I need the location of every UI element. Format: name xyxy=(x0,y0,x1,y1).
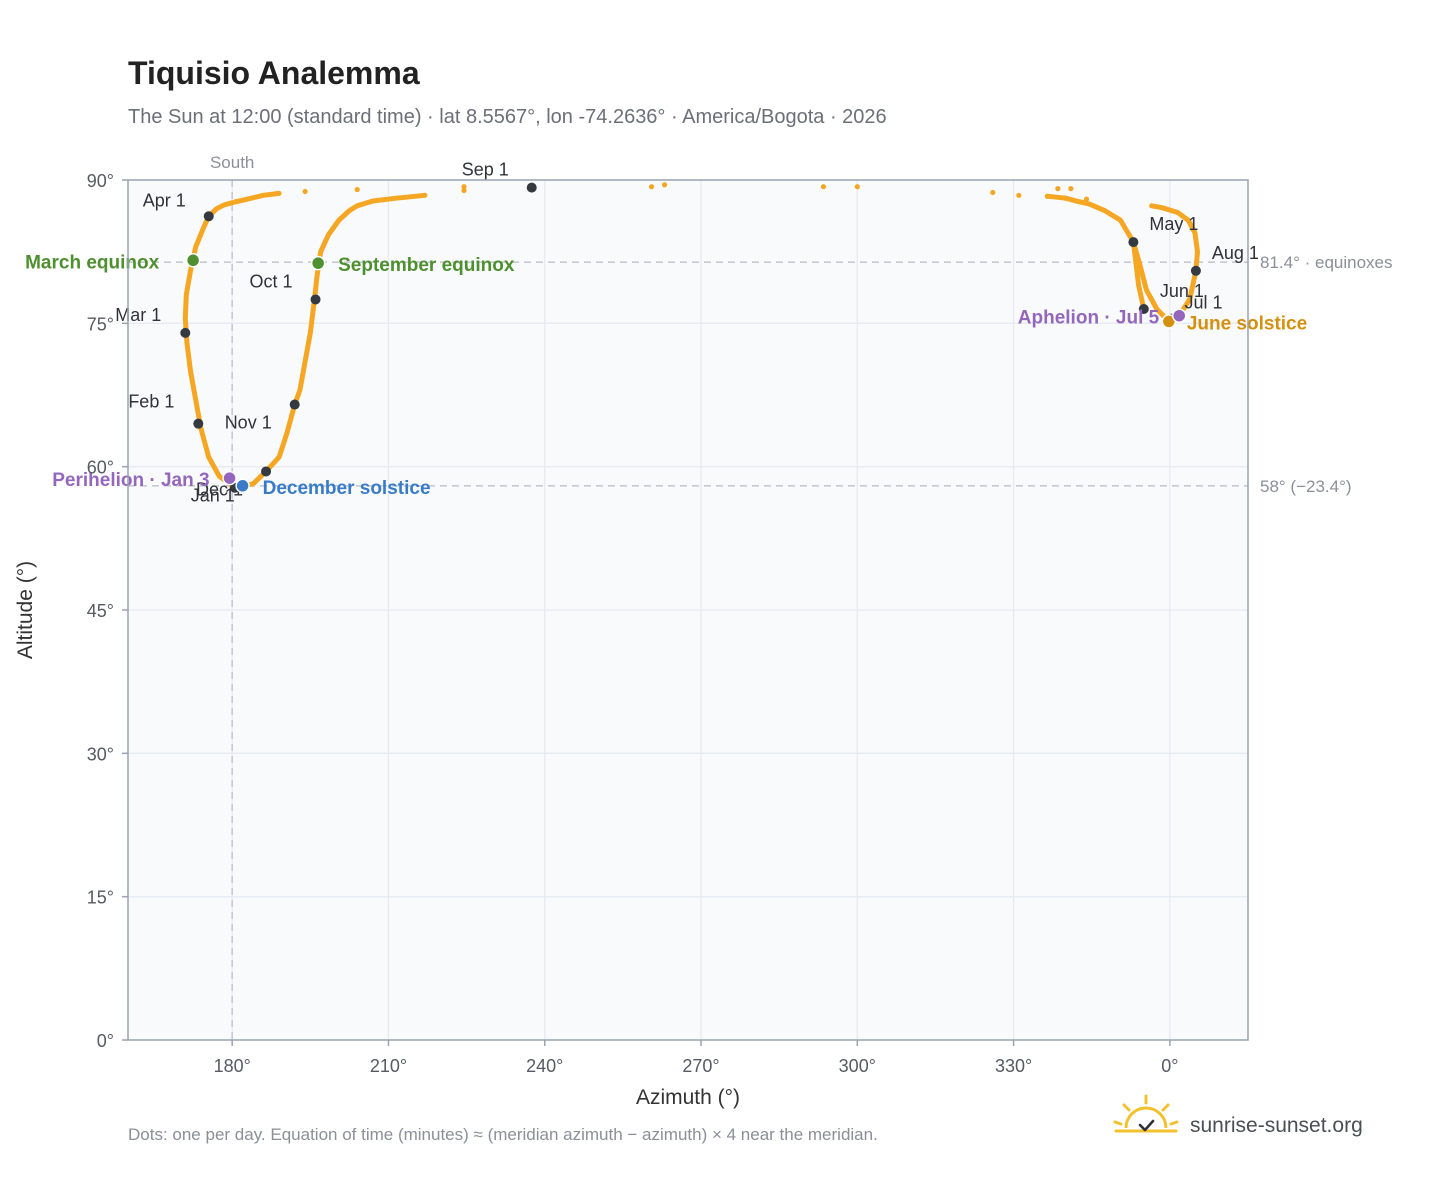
y-axis-title: Altitude (°) xyxy=(14,561,37,659)
event-label: September equinox xyxy=(338,255,515,276)
daily-dot xyxy=(661,182,668,188)
daily-dot xyxy=(648,184,655,190)
month-label: May 1 xyxy=(1149,214,1198,234)
month-marker xyxy=(261,466,272,477)
month-label: Sep 1 xyxy=(462,160,509,180)
month-label: Jan 1 xyxy=(191,486,235,506)
reference-line-label: 58° (−23.4°) xyxy=(1260,477,1352,496)
x-axis-title: Azimuth (°) xyxy=(636,1086,740,1109)
y-tick-label: 0° xyxy=(97,1031,114,1051)
month-marker xyxy=(1190,265,1201,276)
footnote: Dots: one per day. Equation of time (min… xyxy=(128,1125,878,1144)
daily-dot xyxy=(820,184,827,190)
x-tick-label: 180° xyxy=(214,1056,251,1076)
y-tick-label: 15° xyxy=(87,888,114,908)
event-marker xyxy=(235,478,250,494)
meridian-label: South xyxy=(210,153,254,172)
chart-subtitle: The Sun at 12:00 (standard time) · lat 8… xyxy=(128,106,887,128)
daily-dot xyxy=(1044,193,1051,199)
east-loop-path xyxy=(1044,193,1200,324)
event-label: December solstice xyxy=(263,478,431,499)
month-label: Jun 1 xyxy=(1160,281,1204,301)
east-left-leg-path xyxy=(1130,239,1147,312)
month-label: Nov 1 xyxy=(225,413,272,433)
chart-title: Tiquisio Analemma xyxy=(128,55,420,91)
y-tick-label: 75° xyxy=(87,314,114,334)
month-label: Oct 1 xyxy=(250,271,293,291)
daily-dot xyxy=(1063,195,1069,201)
daily-dot xyxy=(354,186,360,193)
daily-dot xyxy=(1055,186,1061,192)
month-label: Mar 1 xyxy=(115,305,161,325)
event-marker xyxy=(222,470,237,486)
event-marker xyxy=(1171,308,1187,323)
x-tick-label: 240° xyxy=(526,1056,563,1076)
month-marker xyxy=(1138,304,1149,314)
y-tick-label: 60° xyxy=(87,458,114,478)
brand-logo: sunrise-sunset.org xyxy=(1113,1094,1363,1137)
event-label: June solstice xyxy=(1187,313,1307,334)
event-markers: March equinox September equinox December s… xyxy=(25,252,1307,499)
x-tick-label: 0° xyxy=(1161,1056,1178,1076)
reference-line-label: 81.4° · equinoxes xyxy=(1260,253,1393,272)
month-marker xyxy=(193,418,204,429)
event-marker xyxy=(310,255,326,271)
event-label: Aphelion · Jul 5 xyxy=(1018,308,1160,329)
daily-dot xyxy=(302,188,308,195)
y-tick-label: 30° xyxy=(87,744,114,764)
month-marker xyxy=(1128,237,1139,248)
axis-ticks: 180° 210° 240° 270° 300° 330° 0° 0° 15° 30° 45° 60°… xyxy=(87,171,1179,1076)
month-label: Feb 1 xyxy=(128,392,174,412)
x-tick-label: 300° xyxy=(839,1056,876,1076)
month-label: Jul 1 xyxy=(1184,293,1222,313)
month-marker xyxy=(289,399,300,410)
month-marker xyxy=(203,211,214,222)
y-tick-label: 45° xyxy=(87,601,114,621)
x-tick-label: 330° xyxy=(995,1056,1032,1076)
daily-dot xyxy=(854,184,860,190)
month-label: Apr 1 xyxy=(143,190,186,210)
event-label: Perihelion · Jan 3 xyxy=(52,470,209,491)
month-label: Aug 1 xyxy=(1212,243,1259,263)
month-marker xyxy=(526,182,537,193)
daily-dot xyxy=(1083,196,1090,202)
daily-dot xyxy=(461,187,467,194)
west-loop-path xyxy=(182,190,282,491)
daily-dot xyxy=(461,184,467,190)
x-tick-label: 270° xyxy=(682,1056,719,1076)
brand-name: sunrise-sunset.org xyxy=(1190,1114,1363,1137)
daily-dot xyxy=(990,189,996,196)
event-marker xyxy=(185,253,201,268)
daily-dot xyxy=(1016,192,1022,198)
month-marker xyxy=(180,327,191,338)
month-marker xyxy=(310,294,321,305)
x-tick-label: 210° xyxy=(370,1056,407,1076)
sun-logo-icon xyxy=(1113,1094,1179,1133)
y-tick-label: 90° xyxy=(87,171,114,191)
event-label: March equinox xyxy=(25,252,160,273)
daily-dot xyxy=(1068,186,1074,192)
